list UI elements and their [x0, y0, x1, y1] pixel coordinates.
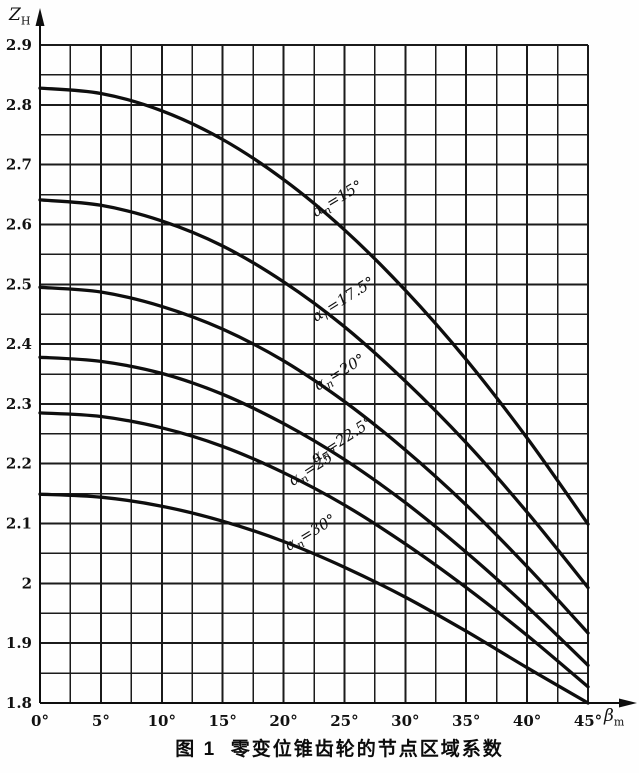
- x-tick-label: 45°: [574, 712, 602, 730]
- y-tick-label: 2.9: [6, 36, 32, 54]
- y-axis-label-base: Z: [9, 5, 21, 25]
- y-tick-label: 1.8: [6, 694, 32, 712]
- curve-alpha-n-25: [38, 411, 590, 689]
- x-tick-label: 5°: [92, 712, 110, 730]
- x-tick-label: 0°: [31, 712, 49, 730]
- curve-alpha-n-15: [38, 86, 590, 526]
- x-tick-label: 35°: [452, 712, 480, 730]
- curve-label-alpha-n-15: αn=15°: [308, 176, 367, 223]
- x-tick-label: 30°: [391, 712, 419, 730]
- y-tick-label: 2.7: [6, 156, 32, 174]
- curve-alpha-n-22.5: [38, 355, 590, 667]
- x-tick-label: 40°: [513, 712, 541, 730]
- x-axis-label-sub: m: [613, 715, 625, 729]
- figure-caption: 图 1 零变位锥齿轮的节点区域系数: [175, 739, 504, 760]
- y-tick-label: 2.4: [6, 335, 32, 353]
- x-axis-arrow: [619, 698, 637, 708]
- x-tick-label: 15°: [208, 712, 236, 730]
- y-tick-label: 2.3: [6, 395, 32, 413]
- x-tick-label: 20°: [269, 712, 297, 730]
- x-axis-label: βm: [604, 706, 624, 728]
- y-tick-label: 1.9: [6, 634, 32, 652]
- x-tick-label: 25°: [330, 712, 358, 730]
- y-axis-arrow: [35, 8, 45, 26]
- y-axis-label: ZH: [9, 5, 30, 27]
- y-tick-label: 2.8: [6, 96, 32, 114]
- y-axis-label-sub: H: [20, 14, 31, 28]
- y-tick-label: 2: [22, 574, 32, 592]
- curve-alpha-n-30: [38, 492, 590, 705]
- curve-label-alpha-n-30: αn=30°: [281, 510, 340, 557]
- curve-alpha-n-17.5: [38, 198, 590, 590]
- y-tick-label: 2.2: [6, 455, 32, 473]
- y-tick-label: 2.5: [6, 275, 32, 293]
- x-axis-label-base: β: [604, 706, 614, 726]
- curve-alpha-n-20: [38, 285, 590, 635]
- x-tick-label: 10°: [148, 712, 176, 730]
- y-tick-label: 2.6: [6, 215, 32, 233]
- y-tick-label: 2.1: [6, 515, 32, 533]
